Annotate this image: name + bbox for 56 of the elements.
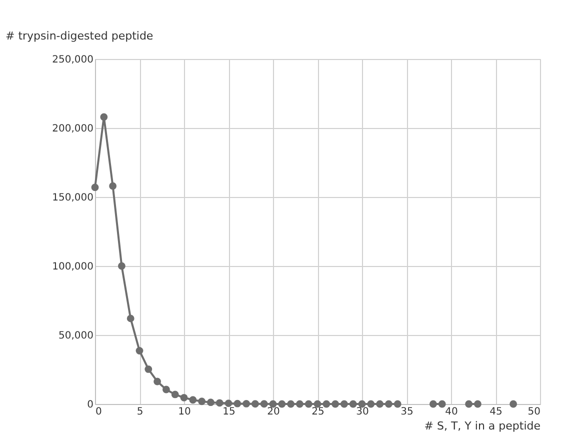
y-tick-label: 100,000 (52, 262, 94, 272)
point (340, 400, 348, 408)
point (332, 400, 340, 408)
point (100, 113, 108, 121)
x-tick-label: 5 (136, 406, 144, 418)
point (251, 400, 259, 408)
y-tick-label: 200,000 (52, 124, 94, 134)
point (234, 400, 242, 408)
point (394, 400, 402, 408)
x-tick-label: 45 (490, 406, 502, 418)
x-tick-label: 30 (356, 406, 369, 418)
point (154, 378, 162, 386)
x-tick-label: 15 (222, 406, 236, 418)
point (322, 400, 330, 408)
point (304, 400, 312, 408)
point (384, 400, 392, 408)
point (91, 184, 99, 192)
point (260, 400, 268, 408)
y-tick-label: 0 (87, 400, 94, 410)
point (474, 400, 482, 408)
x-tick-label: 40 (445, 406, 458, 418)
x-tick-label: 10 (178, 406, 191, 418)
point (136, 347, 144, 354)
y-tick-label: 250,000 (52, 54, 94, 66)
point (287, 400, 295, 408)
y-tick-label: 150,000 (52, 192, 94, 204)
x-tick-label: 25 (312, 406, 324, 418)
point (278, 400, 286, 408)
point (242, 400, 250, 408)
point (126, 314, 134, 322)
point (367, 400, 375, 408)
point (162, 386, 170, 394)
point (118, 262, 126, 270)
point (189, 396, 197, 404)
point (198, 398, 206, 406)
point (206, 398, 214, 406)
point (216, 399, 224, 407)
x-axis-title: # S, T, Y in a peptide (424, 420, 541, 432)
x-tick-label: 0 (96, 406, 102, 418)
point (376, 400, 384, 408)
point (144, 366, 152, 373)
point (510, 400, 518, 408)
point (224, 400, 232, 408)
point (109, 182, 117, 190)
x-tick-label: 50 (528, 406, 540, 418)
x-tick-label: 20 (267, 406, 280, 418)
point (171, 390, 179, 398)
y-tick-label: 50,000 (58, 330, 94, 342)
point (180, 394, 188, 402)
point (438, 400, 446, 408)
x-tick-label: 35 (400, 406, 414, 418)
point (429, 400, 437, 408)
point (296, 400, 304, 408)
y-axis-title: # trypsin-digested peptide (6, 30, 154, 42)
point (349, 400, 357, 408)
point (465, 400, 473, 408)
